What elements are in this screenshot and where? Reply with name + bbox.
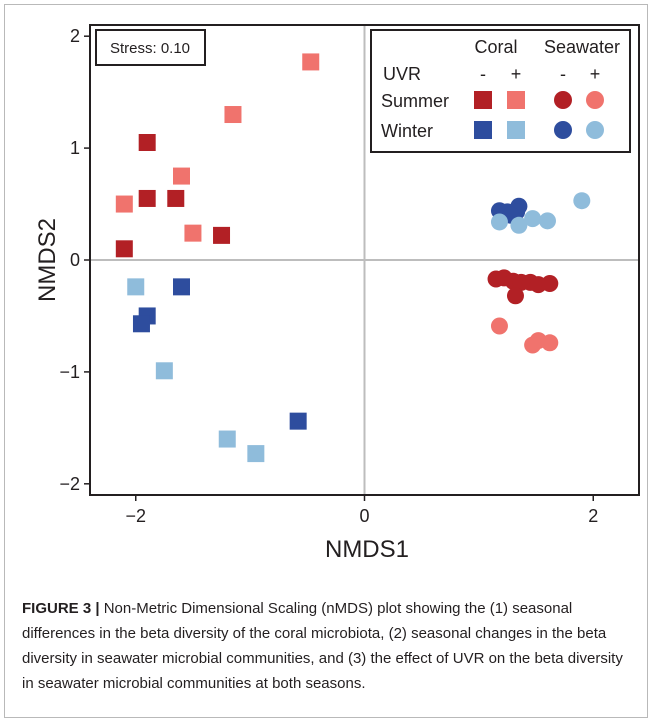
y-axis-title: NMDS2 (34, 218, 61, 302)
data-point-coral-square (167, 189, 185, 207)
data-point-coral-square (138, 134, 156, 151)
data-point-seawater-circle (524, 210, 542, 228)
data-point-seawater-circle (506, 287, 524, 305)
caption-label: FIGURE 3 | (22, 600, 100, 617)
reference-lines (90, 25, 639, 495)
figure-frame (4, 4, 648, 718)
y-tick-label: −2 (59, 474, 80, 494)
data-point-coral-square (224, 106, 242, 124)
y-tick-label: 2 (70, 26, 80, 46)
data-point-seawater-circle (539, 212, 556, 230)
figure-caption: FIGURE 3 | Non-Metric Dimensional Scalin… (22, 596, 632, 696)
legend-row-winter: Winter (381, 121, 433, 141)
data-points (115, 53, 591, 463)
data-point-seawater-circle (490, 317, 508, 335)
data-point-coral-square (138, 189, 156, 207)
data-point-coral-square (289, 412, 307, 430)
legend-key-summer-seawater-minus (554, 91, 572, 109)
data-point-coral-square (302, 53, 320, 71)
legend-key-summer-seawater-plus (586, 91, 604, 109)
data-point-coral-square (115, 195, 133, 213)
data-point-coral-square (247, 445, 265, 463)
legend-key-winter-coral-minus (474, 121, 492, 139)
x-tick-label: 2 (588, 506, 598, 526)
legend-key-winter-coral-plus (507, 121, 525, 139)
legend-row-summer: Summer (381, 91, 449, 111)
legend-key-summer-coral-minus (474, 91, 492, 109)
legend-key-summer-coral-plus (507, 91, 525, 109)
data-point-seawater-circle (573, 192, 591, 210)
y-axis-ticks: −2 −1 0 1 2 (59, 26, 90, 494)
data-point-coral-square (173, 167, 190, 185)
stress-label: Stress: 0.10 (110, 40, 190, 57)
y-tick-label: −1 (59, 362, 80, 382)
y-tick-label: 0 (70, 250, 80, 270)
data-point-coral-square (184, 224, 202, 242)
legend-uvr-label: UVR (383, 64, 421, 84)
legend-key-winter-seawater-minus (554, 121, 572, 139)
legend-header-coral: Coral (474, 37, 517, 57)
x-axis-title: NMDS1 (325, 536, 409, 563)
data-point-coral-square (127, 278, 145, 296)
legend-uvr-level-coral-plus: + (511, 64, 522, 84)
data-point-seawater-circle (541, 334, 559, 352)
x-tick-label: −2 (125, 506, 146, 526)
x-axis-ticks: −2 0 2 (125, 495, 598, 526)
legend: Coral Seawater UVR - + - + Summer Winter (370, 29, 631, 153)
data-point-seawater-circle (541, 275, 559, 292)
data-point-seawater-circle (490, 213, 508, 231)
data-point-seawater-circle (510, 216, 528, 234)
caption-text: Non-Metric Dimensional Scaling (nMDS) pl… (22, 600, 623, 692)
x-tick-label: 0 (359, 506, 369, 526)
legend-uvr-level-seawater-minus: - (560, 64, 566, 84)
legend-key-winter-seawater-plus (586, 121, 604, 139)
data-point-coral-square (155, 362, 173, 380)
legend-uvr-level-seawater-plus: + (590, 64, 601, 84)
legend-uvr-level-coral-minus: - (480, 64, 486, 84)
data-point-coral-square (213, 226, 231, 244)
stress-box (95, 29, 206, 66)
data-point-seawater-circle (524, 336, 542, 354)
y-tick-label: 1 (70, 138, 80, 158)
legend-header-seawater: Seawater (544, 37, 620, 57)
nmds-scatter-plot: −2 0 2 −2 −1 0 1 2 Stress: 0.10 NMDS1 NMDS2 Co… (34, 24, 640, 563)
data-point-coral-square (173, 278, 190, 296)
data-point-coral-square (132, 315, 150, 333)
data-point-coral-square (115, 240, 133, 258)
data-point-coral-square (218, 430, 236, 448)
